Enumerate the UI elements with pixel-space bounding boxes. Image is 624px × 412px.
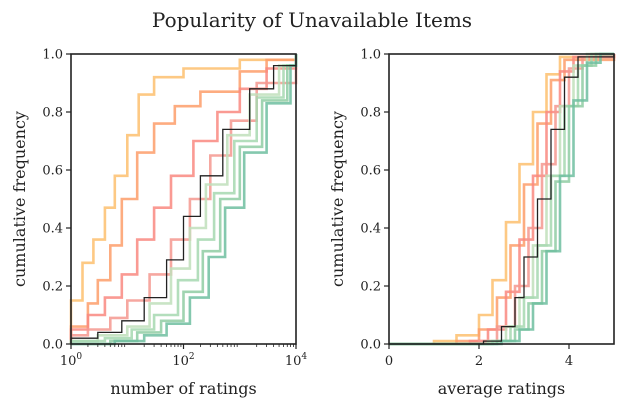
y-axis-label: cumulative frequency [10,111,29,287]
y-tick-label: 0.2 [360,280,381,295]
series-line-s8 [71,54,298,346]
series-line-s3 [69,54,298,344]
right-panel: 0.0 0.2 0.4 0.6 0.8 1.0 0 2 4 average ratings cumu… [328,48,616,398]
series-line-s5 [389,52,614,346]
y-tick-label: 0.6 [42,164,63,179]
series-line-s5 [69,54,298,344]
x-axis-label: average ratings [438,379,566,398]
axes-frame [388,53,615,345]
series-line-s1 [389,54,616,346]
y-tick-label: 0.4 [42,222,63,237]
y-tick-label: 0.4 [360,222,381,237]
series-line-s3 [389,54,616,346]
left-panel: 0.0 0.2 0.4 0.6 0.8 1.0 100 102 104 number of rat… [10,48,307,399]
y-tick-label: 0.8 [42,106,63,121]
series-line-s8 [389,52,614,346]
y-axis-label: cumulative frequency [328,111,347,287]
series-line-s2 [69,54,298,344]
x-tick-label: 0 [385,354,393,369]
y-tick-label: 0.2 [42,280,63,295]
y-tick-label: 1.0 [42,48,63,63]
x-tick-label: 4 [565,354,573,369]
series-line-median [70,54,297,344]
series-line-s4 [389,54,616,346]
series-line-s4 [69,54,298,344]
y-tick-label: 0.0 [360,338,381,353]
series-line-s6 [389,52,614,346]
x-tick-label: 104 [285,352,308,369]
chart-title: Popularity of Unavailable Items [152,8,472,32]
series-line-median [389,54,615,345]
series-line-s6 [69,54,298,344]
series-line-s7 [71,54,298,346]
x-tick-label: 2 [475,354,483,369]
y-tick-label: 0.6 [360,164,381,179]
x-axis-label: number of ratings [110,379,256,398]
y-tick-label: 0.8 [360,106,381,121]
x-tick-label: 100 [60,352,83,369]
y-tick-label: 0.0 [42,338,63,353]
series-line-s2 [389,54,616,346]
series-line-s1 [69,54,298,344]
series-line-s7 [389,52,614,346]
y-tick-label: 1.0 [360,48,381,63]
x-tick-label: 102 [172,352,194,369]
